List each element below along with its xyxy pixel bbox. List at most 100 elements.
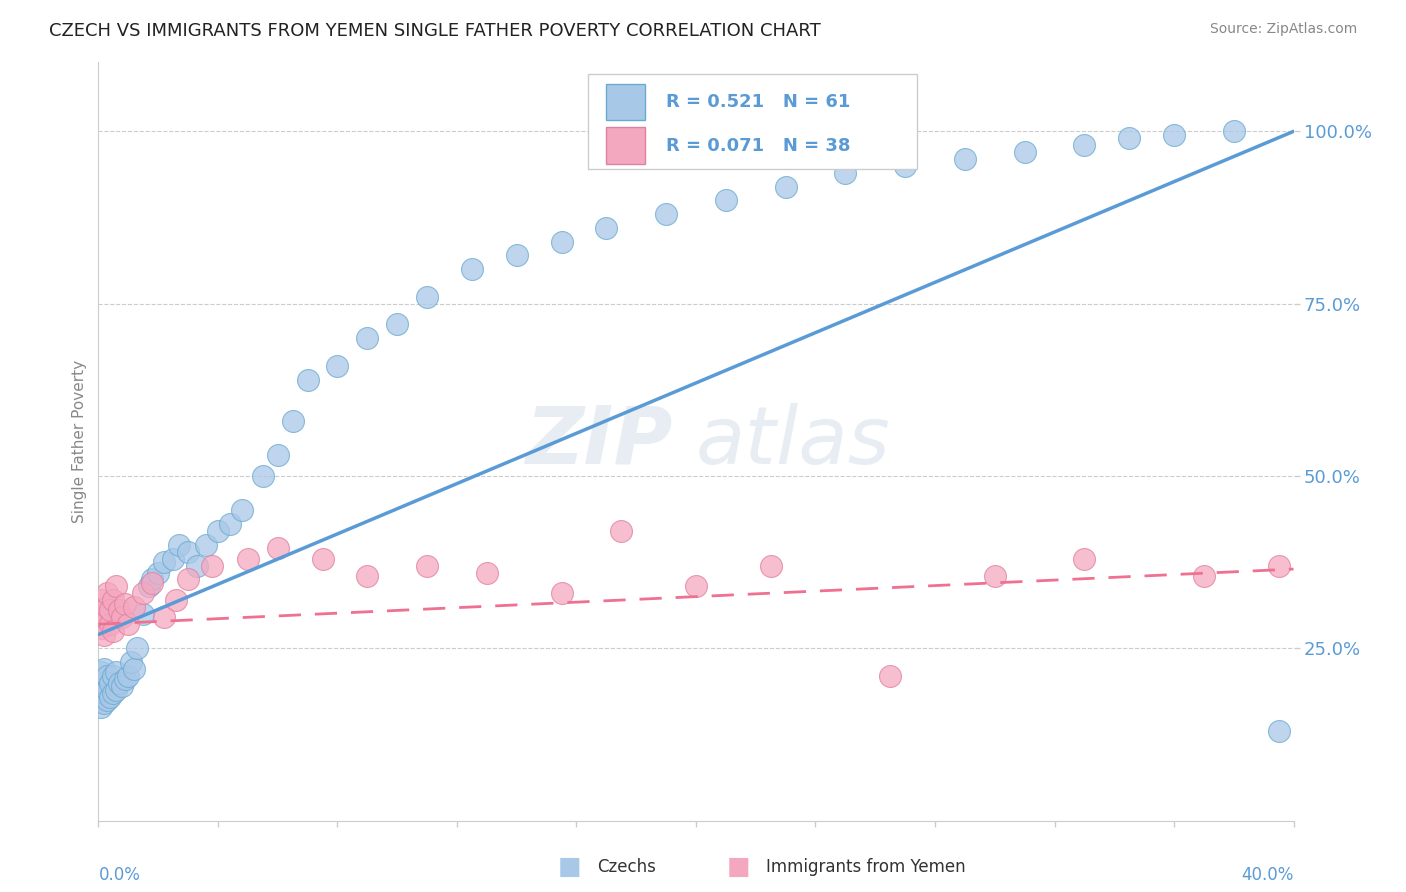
Point (93, 662, 115, 676)
Point (1267, 724, 1289, 739)
Point (117, 669, 139, 683)
Point (953, 152, 976, 166)
Point (834, 166, 856, 180)
Point (1192, 569, 1215, 583)
Point (177, 545, 200, 559)
FancyBboxPatch shape (589, 74, 917, 169)
Point (90, 686, 112, 700)
Point (93, 697, 115, 711)
Point (103, 624, 125, 639)
Text: Czechs: Czechs (598, 858, 657, 876)
FancyBboxPatch shape (606, 84, 644, 120)
Text: Immigrants from Yemen: Immigrants from Yemen (766, 858, 966, 876)
Point (267, 541, 290, 556)
Point (165, 593, 187, 607)
Point (141, 573, 163, 587)
Point (281, 414, 304, 428)
Point (120, 655, 142, 669)
Point (96, 682, 118, 697)
Point (1223, 124, 1246, 138)
Point (132, 607, 155, 621)
Point (550, 235, 572, 249)
Point (231, 503, 253, 517)
Point (714, 194, 737, 208)
Point (138, 579, 160, 593)
Point (103, 686, 125, 700)
Text: ■: ■ (727, 855, 749, 879)
Text: CZECH VS IMMIGRANTS FROM YEMEN SINGLE FATHER POVERTY CORRELATION CHART: CZECH VS IMMIGRANTS FROM YEMEN SINGLE FA… (49, 22, 821, 40)
Point (90, 621, 112, 635)
Point (177, 573, 200, 587)
Point (98, 675, 122, 690)
Point (108, 603, 131, 617)
Point (93, 627, 115, 641)
Text: ZIP: ZIP (524, 402, 672, 481)
Point (1014, 145, 1036, 159)
Point (685, 579, 707, 593)
Point (326, 359, 349, 373)
Point (385, 318, 409, 332)
Point (90, 675, 112, 690)
Point (117, 617, 139, 632)
Point (114, 673, 136, 687)
Point (103, 669, 125, 683)
Point (96, 586, 118, 600)
Point (195, 538, 218, 552)
Point (879, 669, 901, 683)
Point (124, 662, 146, 676)
Point (1267, 558, 1289, 573)
Point (759, 558, 782, 573)
Point (655, 207, 678, 221)
Point (93, 610, 115, 624)
Point (90, 699, 112, 714)
Point (98, 617, 122, 632)
Point (90, 665, 112, 680)
Point (356, 569, 378, 583)
Point (96, 693, 118, 707)
Point (108, 675, 131, 690)
Point (103, 593, 125, 607)
Point (105, 682, 128, 697)
Point (550, 586, 572, 600)
Point (201, 558, 224, 573)
Point (475, 566, 498, 580)
Point (111, 679, 134, 693)
Point (98, 603, 122, 617)
Point (96, 669, 118, 683)
Point (93, 686, 115, 700)
Point (1073, 138, 1095, 153)
Text: ■: ■ (558, 855, 581, 879)
Point (267, 448, 290, 462)
Text: R = 0.521   N = 61: R = 0.521 N = 61 (666, 93, 851, 111)
Point (416, 290, 439, 304)
Point (96, 599, 118, 614)
Point (105, 665, 128, 680)
Point (311, 551, 333, 566)
Point (461, 262, 484, 277)
Point (153, 610, 176, 624)
Point (236, 551, 259, 566)
Point (894, 159, 917, 173)
Point (93, 675, 115, 690)
Text: Source: ZipAtlas.com: Source: ZipAtlas.com (1209, 22, 1357, 37)
Point (416, 558, 439, 573)
Point (1118, 131, 1140, 145)
Point (186, 558, 208, 573)
Point (775, 179, 797, 194)
Point (105, 579, 128, 593)
Point (506, 248, 529, 262)
Point (132, 586, 155, 600)
Y-axis label: Single Father Poverty: Single Father Poverty (72, 360, 87, 523)
FancyBboxPatch shape (606, 128, 644, 164)
Point (252, 469, 274, 483)
Point (297, 372, 319, 386)
Point (90, 593, 112, 607)
Point (90, 607, 112, 621)
Text: atlas: atlas (696, 402, 891, 481)
Point (148, 566, 170, 580)
Point (98, 690, 122, 704)
Point (219, 517, 242, 532)
Point (141, 575, 163, 590)
Point (610, 524, 633, 538)
Point (162, 551, 184, 566)
